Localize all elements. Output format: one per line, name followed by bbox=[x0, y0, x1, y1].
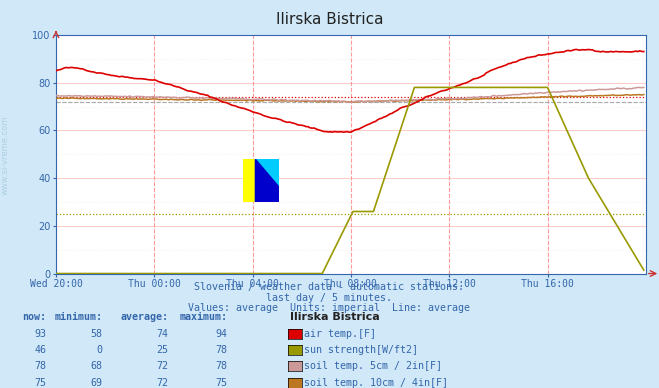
Text: 78: 78 bbox=[34, 361, 46, 371]
Text: Values: average  Units: imperial  Line: average: Values: average Units: imperial Line: av… bbox=[188, 303, 471, 314]
Text: www.si-vreme.com: www.si-vreme.com bbox=[1, 116, 10, 195]
Text: 46: 46 bbox=[34, 345, 46, 355]
Text: 93: 93 bbox=[34, 329, 46, 339]
Text: 68: 68 bbox=[90, 361, 102, 371]
Text: Slovenia / weather data - automatic stations.: Slovenia / weather data - automatic stat… bbox=[194, 282, 465, 293]
Text: minimum:: minimum: bbox=[54, 312, 102, 322]
Text: soil temp. 5cm / 2in[F]: soil temp. 5cm / 2in[F] bbox=[304, 361, 442, 371]
Text: 69: 69 bbox=[90, 378, 102, 388]
Text: 58: 58 bbox=[90, 329, 102, 339]
Text: maximum:: maximum: bbox=[179, 312, 227, 322]
Text: last day / 5 minutes.: last day / 5 minutes. bbox=[266, 293, 393, 303]
Text: 74: 74 bbox=[156, 329, 168, 339]
Text: 75: 75 bbox=[215, 378, 227, 388]
Text: soil temp. 10cm / 4in[F]: soil temp. 10cm / 4in[F] bbox=[304, 378, 449, 388]
Text: Ilirska Bistrica: Ilirska Bistrica bbox=[275, 12, 384, 28]
Text: Ilirska Bistrica: Ilirska Bistrica bbox=[290, 312, 380, 322]
Text: 72: 72 bbox=[156, 378, 168, 388]
Text: air temp.[F]: air temp.[F] bbox=[304, 329, 376, 339]
Text: average:: average: bbox=[120, 312, 168, 322]
Text: 75: 75 bbox=[34, 378, 46, 388]
Text: 78: 78 bbox=[215, 345, 227, 355]
Text: 72: 72 bbox=[156, 361, 168, 371]
Text: 25: 25 bbox=[156, 345, 168, 355]
Polygon shape bbox=[256, 159, 279, 187]
Text: now:: now: bbox=[22, 312, 46, 322]
Text: 94: 94 bbox=[215, 329, 227, 339]
Text: 0: 0 bbox=[96, 345, 102, 355]
Text: 78: 78 bbox=[215, 361, 227, 371]
Polygon shape bbox=[256, 159, 279, 202]
Text: sun strength[W/ft2]: sun strength[W/ft2] bbox=[304, 345, 418, 355]
